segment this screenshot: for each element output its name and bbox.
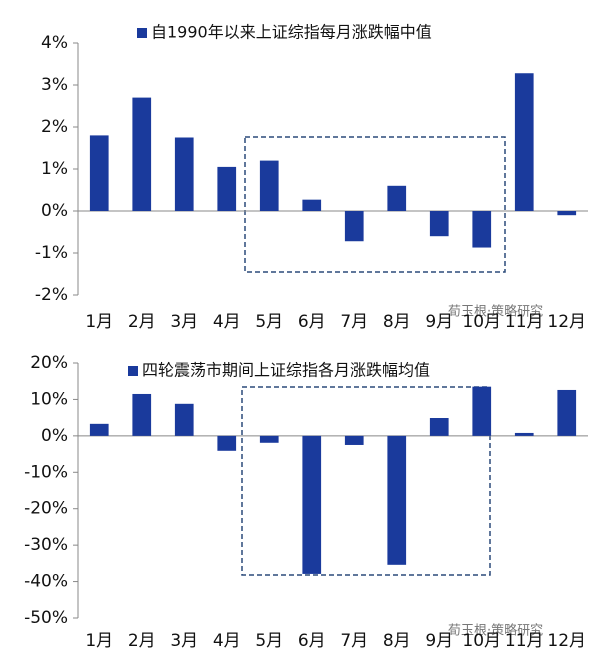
watermark: 荀玉根·策略研究 <box>448 304 543 320</box>
x-tick-label: 2月 <box>128 312 156 332</box>
x-tick-label: 5月 <box>255 631 283 651</box>
y-tick-label: 0% <box>41 426 68 446</box>
legend-label: 自1990年以来上证综指每月涨跌幅中值 <box>151 23 432 42</box>
bar <box>132 97 152 211</box>
y-tick-label: 4% <box>41 33 68 53</box>
bar <box>472 211 492 248</box>
bar <box>472 386 492 436</box>
legend-swatch <box>128 366 138 376</box>
bar <box>514 73 534 212</box>
x-tick-label: 3月 <box>170 631 198 651</box>
bar <box>132 393 152 436</box>
y-tick-label: 2% <box>41 117 68 137</box>
x-tick-label: 2月 <box>128 631 156 651</box>
y-tick-label: -30% <box>24 535 68 555</box>
x-tick-label: 7月 <box>340 631 368 651</box>
y-tick-label: 20% <box>30 353 68 373</box>
bar <box>259 160 279 211</box>
x-tick-label: 1月 <box>85 312 113 332</box>
legend-label: 四轮震荡市期间上证综指各月涨跌幅均值 <box>142 361 430 380</box>
bar <box>344 211 364 242</box>
x-tick-label: 9月 <box>425 312 453 332</box>
bar <box>429 211 449 237</box>
x-tick-label: 1月 <box>85 631 113 651</box>
bar <box>387 435 407 565</box>
x-tick-label: 4月 <box>213 631 241 651</box>
x-tick-label: 5月 <box>255 312 283 332</box>
bar <box>557 389 577 436</box>
bar <box>217 435 237 451</box>
y-tick-label: 10% <box>30 389 68 409</box>
bar <box>89 135 109 211</box>
bar <box>429 418 449 436</box>
y-tick-label: -50% <box>24 608 68 628</box>
bar <box>259 435 279 443</box>
watermark: 荀玉根·策略研究 <box>448 623 543 639</box>
highlight-box <box>244 136 506 273</box>
x-tick-label: 12月 <box>547 312 586 332</box>
x-tick-label: 8月 <box>383 631 411 651</box>
legend-swatch <box>137 28 147 38</box>
y-tick-label: 1% <box>41 159 68 179</box>
x-tick-label: 4月 <box>213 312 241 332</box>
y-tick-label: -2% <box>35 285 68 305</box>
bar <box>557 211 577 216</box>
y-tick-label: -1% <box>35 243 68 263</box>
y-tick-label: -10% <box>24 462 68 482</box>
x-tick-label: 6月 <box>298 312 326 332</box>
bar <box>302 435 322 574</box>
x-tick-label: 3月 <box>170 312 198 332</box>
x-tick-label: 12月 <box>547 631 586 651</box>
y-tick-label: -40% <box>24 572 68 592</box>
bar <box>302 199 322 211</box>
bar <box>217 166 237 211</box>
bar <box>174 403 194 436</box>
y-tick-label: 0% <box>41 201 68 221</box>
y-tick-label: 3% <box>41 75 68 95</box>
x-tick-label: 9月 <box>425 631 453 651</box>
x-tick-label: 11月 <box>505 312 544 332</box>
x-tick-label: 7月 <box>340 312 368 332</box>
y-tick-label: -20% <box>24 499 68 519</box>
x-tick-label: 11月 <box>505 631 544 651</box>
bar <box>344 435 364 445</box>
x-tick-label: 10月 <box>462 312 501 332</box>
bar <box>514 432 534 436</box>
bar <box>387 185 407 211</box>
bar <box>174 137 194 211</box>
bar <box>89 423 109 436</box>
x-tick-label: 8月 <box>383 312 411 332</box>
highlight-box <box>241 386 491 576</box>
x-tick-label: 10月 <box>462 631 501 651</box>
x-tick-label: 6月 <box>298 631 326 651</box>
